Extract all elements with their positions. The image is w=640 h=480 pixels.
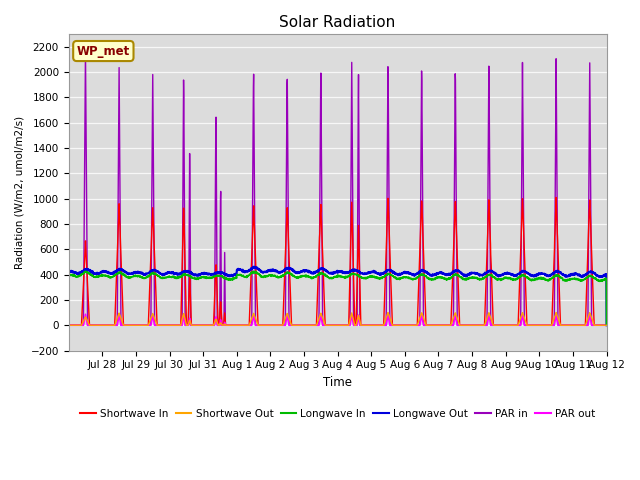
PAR in [603, 323, 611, 328]
Longwave In [235, 272, 243, 278]
Longwave In [500, 276, 508, 282]
PAR out [65, 323, 72, 328]
PAR out [595, 323, 603, 328]
Longwave Out [370, 269, 378, 275]
Longwave Out [603, 323, 611, 328]
Longwave In [530, 277, 538, 283]
Shortwave In [530, 323, 538, 328]
PAR in [119, 323, 127, 328]
PAR out [82, 312, 90, 317]
Shortwave In [603, 323, 611, 328]
Shortwave Out [595, 323, 603, 328]
Shortwave Out [499, 323, 507, 328]
Shortwave Out [530, 323, 538, 328]
Longwave In [118, 272, 126, 278]
Longwave Out [595, 274, 603, 280]
Shortwave Out [65, 323, 72, 328]
Line: Shortwave In: Shortwave In [68, 197, 607, 325]
PAR out [235, 323, 243, 328]
Line: Shortwave Out: Shortwave Out [68, 312, 607, 325]
PAR out [370, 323, 378, 328]
Shortwave In [118, 292, 126, 298]
Longwave In [65, 272, 72, 278]
Shortwave In [235, 323, 243, 328]
Legend: Shortwave In, Shortwave Out, Longwave In, Longwave Out, PAR in, PAR out: Shortwave In, Shortwave Out, Longwave In… [76, 405, 599, 423]
Shortwave Out [118, 319, 126, 325]
Shortwave In [552, 194, 560, 200]
Line: Longwave In: Longwave In [68, 271, 607, 325]
Line: PAR in: PAR in [68, 51, 607, 325]
Shortwave In [65, 323, 72, 328]
Longwave In [603, 323, 611, 328]
Shortwave Out [552, 310, 560, 315]
Y-axis label: Radiation (W/m2, umol/m2/s): Radiation (W/m2, umol/m2/s) [15, 116, 25, 269]
Shortwave Out [603, 323, 611, 328]
Text: WP_met: WP_met [77, 45, 130, 58]
PAR out [119, 323, 127, 328]
Longwave Out [118, 268, 126, 274]
Shortwave In [499, 323, 507, 328]
X-axis label: Time: Time [323, 376, 352, 389]
Shortwave In [595, 323, 603, 328]
PAR out [530, 323, 538, 328]
Title: Solar Radiation: Solar Radiation [280, 15, 396, 30]
PAR in [500, 323, 508, 328]
Longwave Out [235, 266, 243, 272]
PAR in [595, 323, 603, 328]
Longwave Out [500, 272, 508, 277]
Longwave In [370, 274, 378, 280]
Longwave In [595, 278, 603, 284]
PAR out [603, 323, 611, 328]
Line: PAR out: PAR out [68, 314, 607, 325]
PAR out [500, 323, 508, 328]
PAR in [235, 323, 243, 328]
PAR in [530, 323, 538, 328]
Longwave Out [250, 264, 258, 269]
Shortwave Out [235, 323, 243, 328]
Longwave Out [65, 269, 72, 275]
Line: Longwave Out: Longwave Out [68, 266, 607, 325]
Shortwave Out [370, 323, 378, 328]
PAR in [82, 48, 90, 54]
PAR in [65, 323, 72, 328]
PAR in [370, 323, 378, 328]
Shortwave In [370, 323, 378, 328]
Longwave In [250, 268, 257, 274]
Longwave Out [530, 273, 538, 279]
